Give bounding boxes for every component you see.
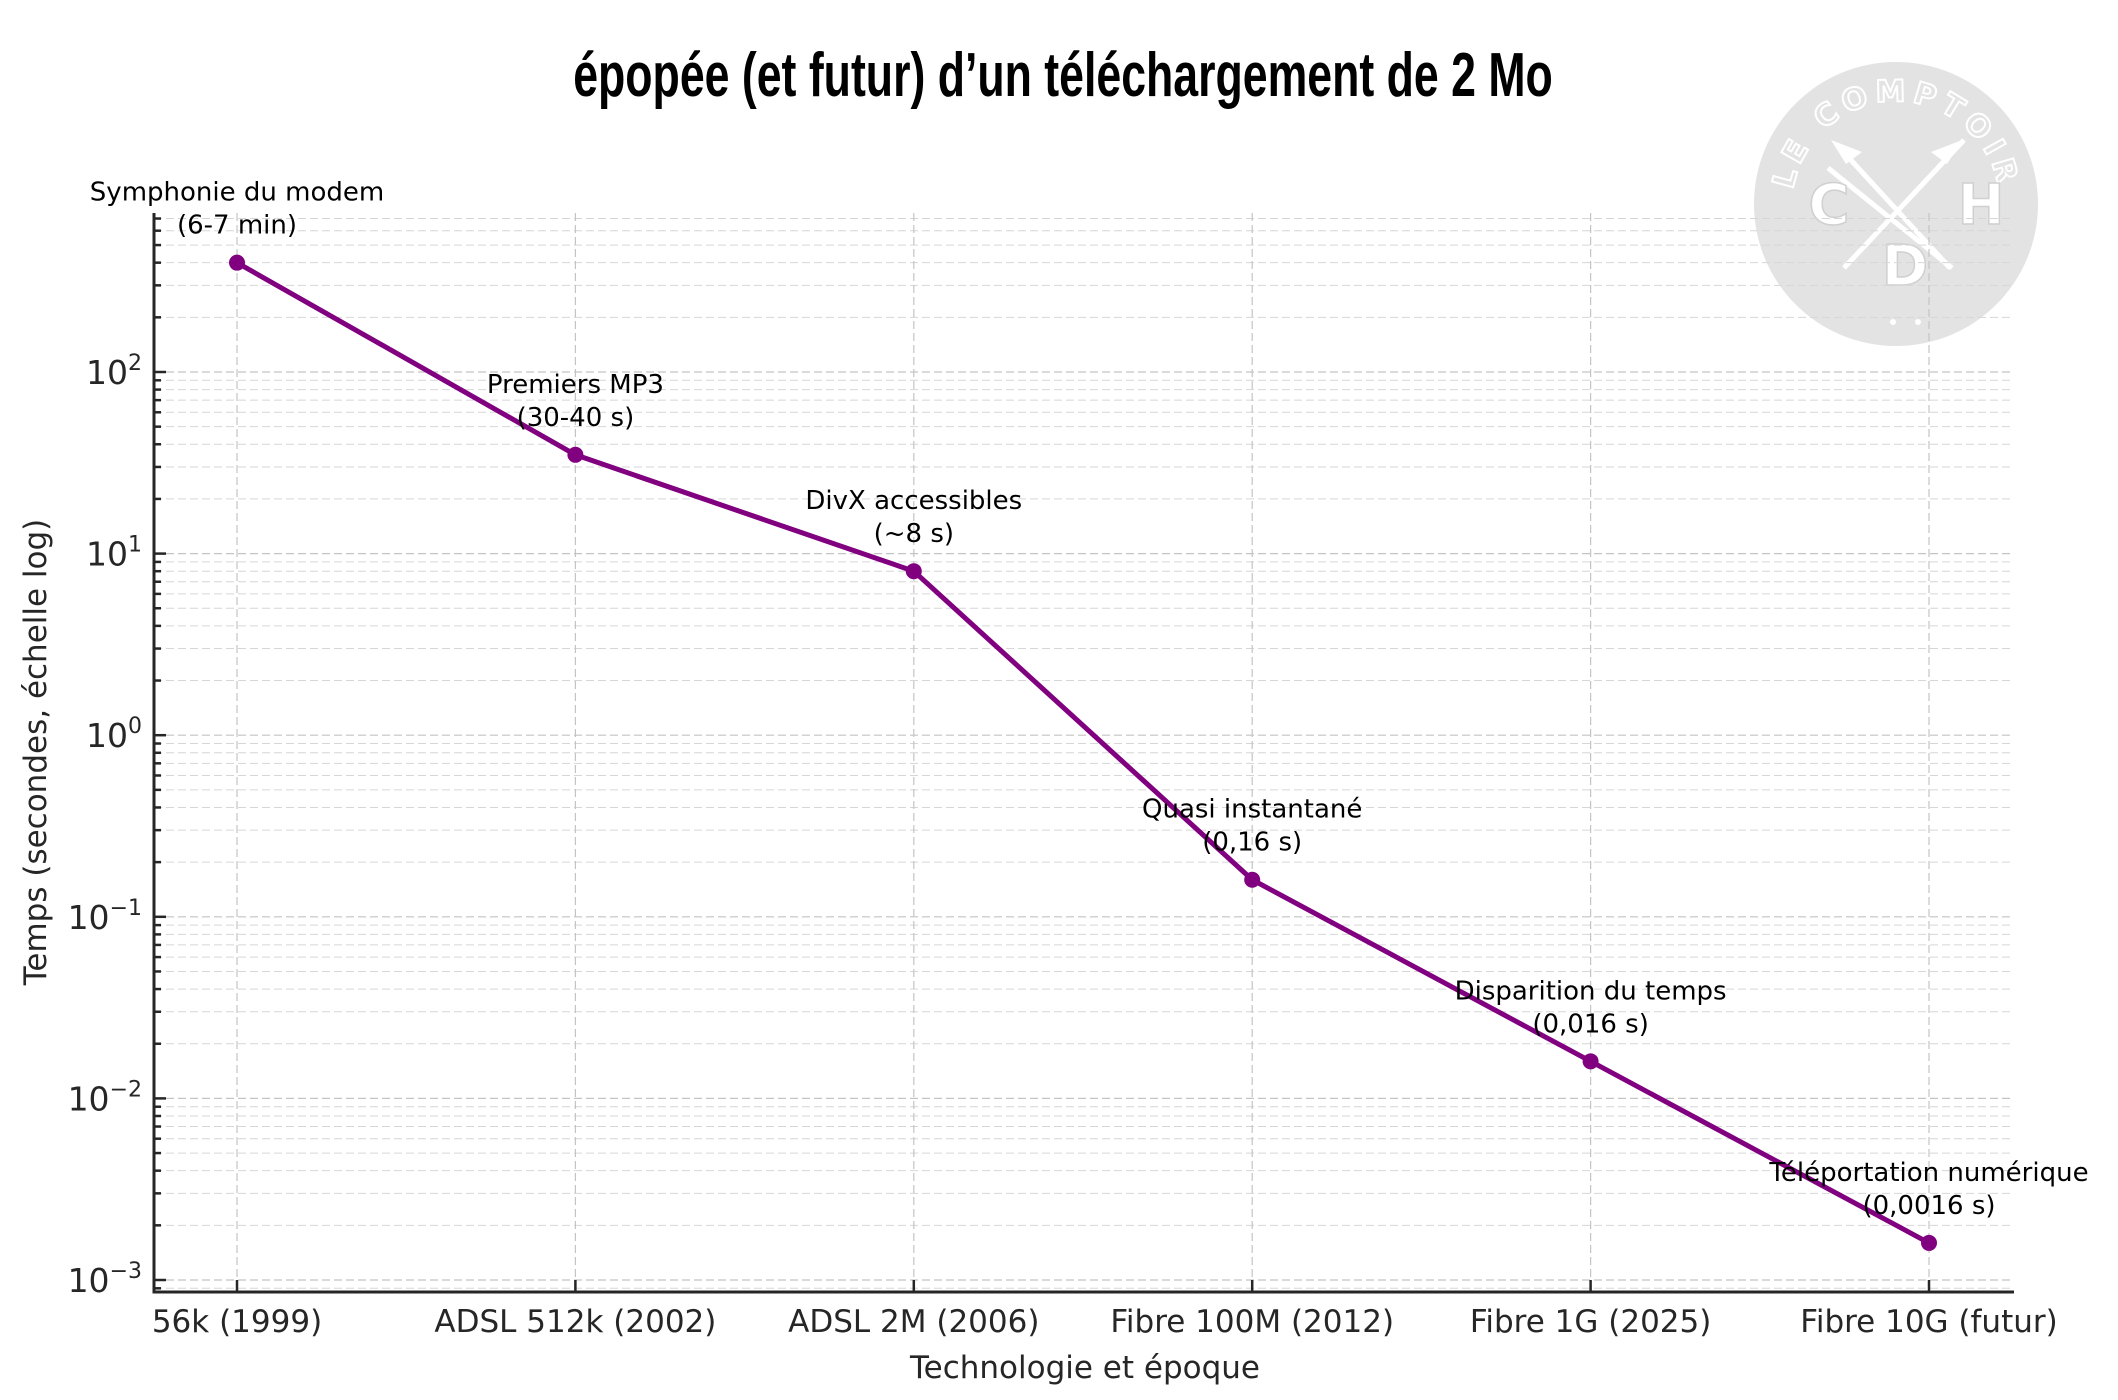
logo-dot	[1890, 319, 1896, 325]
data-point-marker	[229, 254, 245, 271]
annotation-value: (~8 s)	[874, 519, 954, 549]
annotation-value: (6-7 min)	[177, 211, 297, 241]
y-tick-label: 10−1	[68, 896, 142, 937]
y-tick-label: 100	[86, 714, 142, 755]
y-tick-label: 102	[86, 351, 142, 392]
annotation-value: (30-40 s)	[517, 403, 635, 433]
data-point-marker	[567, 446, 584, 463]
y-axis-label: Temps (secondes, échelle log)	[18, 519, 54, 987]
annotation: DivX accessibles(~8 s)	[805, 486, 1022, 549]
annotation: Quasi instantané(0,16 s)	[1142, 795, 1362, 858]
annotations: Symphonie du modem(6-7 min)Premiers MP3(…	[90, 178, 2089, 1221]
x-tick-label: ADSL 512k (2002)	[434, 1304, 716, 1340]
annotation-title: Quasi instantané	[1142, 795, 1362, 825]
x-tick-label: 56k (1999)	[152, 1304, 322, 1340]
x-tick-label: Fibre 100M (2012)	[1110, 1304, 1394, 1340]
x-tick-label: Fibre 10G (futur)	[1800, 1304, 2057, 1340]
annotation-value: (0,16 s)	[1202, 828, 1302, 858]
annotation-value: (0,016 s)	[1532, 1009, 1649, 1039]
x-tick-label: ADSL 2M (2006)	[788, 1304, 1039, 1340]
data-series	[229, 254, 1937, 1251]
series-line	[235, 260, 1931, 1246]
logo-dot	[1915, 319, 1921, 325]
annotation: Symphonie du modem(6-7 min)	[90, 178, 384, 241]
data-point-marker	[1582, 1053, 1599, 1070]
logo-letter-d: D	[1882, 234, 1928, 299]
y-tick-label: 101	[86, 533, 142, 574]
annotation-title: DivX accessibles	[805, 486, 1022, 516]
x-axis-label: Technologie et époque	[909, 1350, 1260, 1386]
annotation-value: (0,0016 s)	[1862, 1191, 1995, 1221]
annotation: Premiers MP3(30-40 s)	[487, 370, 664, 433]
logo-letter-c: C	[1808, 173, 1849, 238]
chart-title-group: épopée (et futur) d’un téléchargement de…	[573, 41, 1553, 110]
annotation-title: Premiers MP3	[487, 370, 664, 400]
arrow-heads-icon	[1831, 140, 1962, 164]
annotation-title: Téléportation numérique	[1768, 1158, 2088, 1188]
annotation: Téléportation numérique(0,0016 s)	[1768, 1158, 2088, 1221]
data-point-marker	[1244, 871, 1261, 888]
data-point-marker	[1921, 1234, 1937, 1251]
chart-title: épopée (et futur) d’un téléchargement de…	[573, 41, 1553, 110]
axes: 56k (1999) ADSL 512k (2002) ADSL 2M (2006)…	[68, 213, 2058, 1340]
annotation: Disparition du temps(0,016 s)	[1455, 976, 1727, 1039]
logo-letter-h: H	[1958, 173, 2005, 238]
logo-circle	[1754, 62, 2038, 346]
y-tick-label: 10−2	[68, 1077, 142, 1118]
y-tick-label: 10−3	[68, 1259, 142, 1300]
x-tick-label: Fibre 1G (2025)	[1470, 1304, 1712, 1340]
watermark-logo: LE COMPTOIR C H D	[1754, 62, 2038, 346]
data-point-marker	[905, 563, 922, 580]
annotation-title: Disparition du temps	[1455, 976, 1727, 1006]
annotation-title: Symphonie du modem	[90, 178, 384, 208]
grid	[154, 213, 2014, 1292]
